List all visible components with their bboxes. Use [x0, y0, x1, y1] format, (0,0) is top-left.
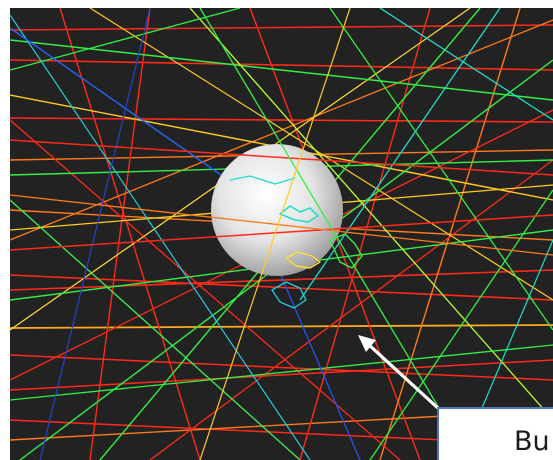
orbit-tracks-front	[10, 8, 553, 460]
earth-globe	[211, 144, 343, 276]
callout-box: Bu	[437, 407, 553, 460]
coastline-outlines	[229, 175, 363, 309]
pointer-arrow	[358, 335, 442, 412]
callout-label: Bu	[514, 426, 550, 457]
